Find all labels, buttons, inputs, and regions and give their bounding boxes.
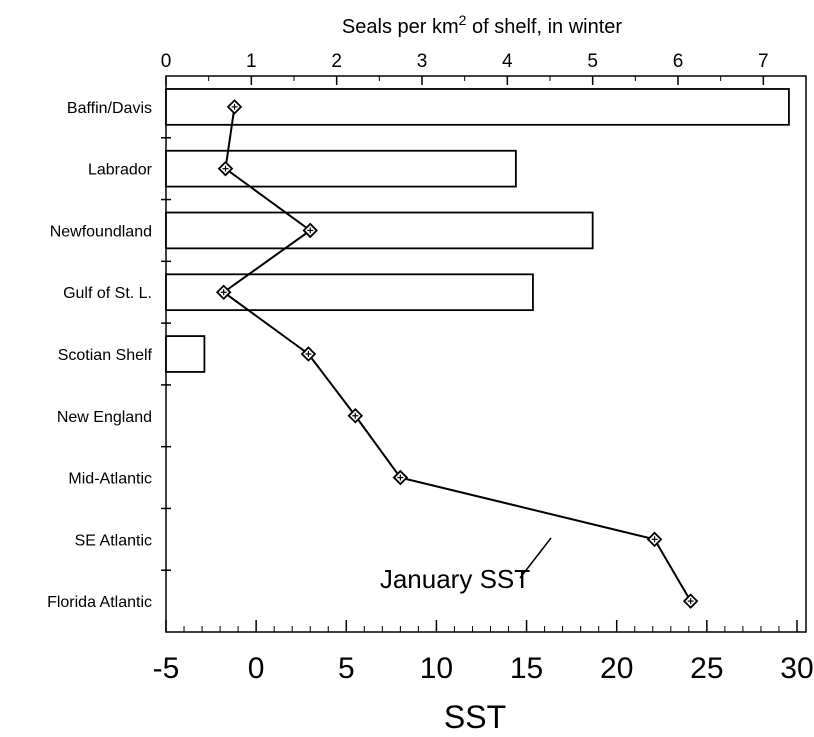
bottom-tick-label: 5 (338, 652, 355, 685)
bottom-tick-label: 15 (510, 652, 543, 685)
labels: Seals per km2 of shelf, in winter SST Ja… (47, 12, 814, 735)
annotation-january-sst: January SST (380, 564, 530, 594)
bars (165, 88, 790, 373)
top-tick-label: 3 (417, 51, 428, 72)
top-tick-label: 5 (587, 51, 598, 72)
bar (165, 88, 790, 126)
category-label: New England (57, 409, 152, 426)
top-tick-label: 2 (331, 51, 342, 72)
category-label: Florida Atlantic (47, 594, 152, 611)
bar (165, 211, 594, 250)
category-label: Scotian Shelf (58, 347, 153, 364)
bottom-tick-label: 30 (780, 652, 813, 685)
bottom-tick-label: 0 (248, 652, 265, 685)
bottom-tick-label: 25 (690, 652, 723, 685)
top-tick-label: 0 (161, 51, 172, 72)
top-axis-title: Seals per km2 of shelf, in winter (342, 12, 622, 38)
category-label: Gulf of St. L. (63, 285, 152, 302)
category-label: Baffin/Davis (67, 100, 152, 117)
category-label: Mid-Atlantic (68, 471, 152, 488)
annotation-leader (519, 537, 552, 579)
bar (165, 335, 206, 373)
bottom-tick-label: 10 (420, 652, 453, 685)
top-tick-label: 1 (246, 51, 257, 72)
category-label: SE Atlantic (75, 532, 152, 549)
x-axis-label: SST (444, 699, 506, 735)
top-tick-label: 6 (673, 51, 684, 72)
bottom-tick-label: -5 (153, 652, 180, 685)
category-label: Newfoundland (50, 223, 152, 240)
sst-line (215, 99, 699, 609)
top-tick-label: 7 (758, 51, 769, 72)
bottom-tick-label: 20 (600, 652, 633, 685)
category-label: Labrador (88, 162, 153, 179)
top-tick-label: 4 (502, 51, 513, 72)
